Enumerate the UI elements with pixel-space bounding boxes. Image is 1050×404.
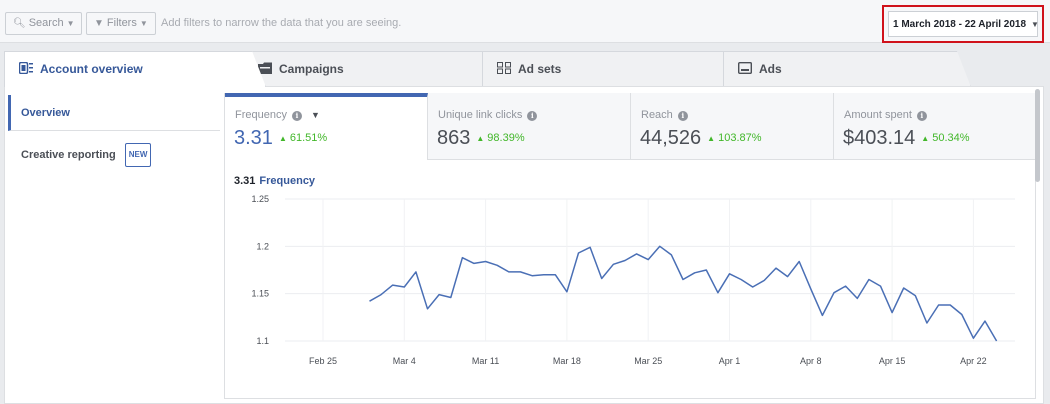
chevron-down-icon[interactable]: ▼ (310, 110, 320, 120)
filter-hint: Add filters to narrow the data that you … (161, 17, 402, 29)
date-range-label: 1 March 2018 - 22 April 2018 (893, 19, 1027, 30)
chart-title-metric: Frequency (259, 175, 316, 187)
metric-amount-spent[interactable]: Amount spent i $403.14 ▲ 50.34% (834, 93, 1037, 160)
metric-change: ▲ 98.39% (476, 132, 525, 144)
arrow-up-icon: ▲ (707, 134, 716, 143)
metric-value: $403.14 (843, 127, 916, 149)
sidebar-item-label: Overview (21, 107, 70, 119)
sidebar-item-label: Creative reporting (21, 149, 116, 161)
date-range-highlight: 1 March 2018 - 22 April 2018 ▼ (882, 5, 1044, 43)
metric-change: ▲ 103.87% (707, 132, 762, 144)
x-tick-label: Apr 22 (960, 356, 987, 366)
x-tick-label: Apr 1 (719, 356, 741, 366)
info-icon[interactable]: i (916, 111, 927, 121)
metric-frequency[interactable]: Frequency i ▼ 3.31 ▲ 61.51% (225, 93, 428, 160)
metric-value: 863 (437, 127, 471, 149)
tab-label: Ads (759, 62, 782, 76)
metric-change: ▲ 61.51% (278, 132, 328, 144)
grid-icon (497, 62, 511, 74)
tab-account-overview[interactable]: Account overview (4, 51, 266, 87)
dashboard-icon (19, 62, 33, 74)
filters-button[interactable]: ▼ Filters ▼ (86, 12, 156, 35)
metric-reach[interactable]: Reach i 44,526 ▲ 103.87% (631, 93, 834, 160)
search-label: Search (28, 17, 64, 29)
x-tick-label: Mar 4 (393, 356, 416, 366)
tab-label: Ad sets (518, 62, 562, 76)
scrollbar-thumb[interactable] (1035, 89, 1040, 182)
arrow-up-icon: ▲ (476, 134, 485, 143)
tab-ad-sets[interactable]: Ad sets (482, 51, 744, 87)
chart-title-value: 3.31 (234, 175, 256, 187)
metric-cards: Frequency i ▼ 3.31 ▲ 61.51% Unique link clic… (225, 93, 1037, 160)
arrow-up-icon: ▲ (278, 134, 287, 143)
date-range-picker[interactable]: 1 March 2018 - 22 April 2018 ▼ (888, 11, 1039, 37)
info-icon[interactable]: i (677, 111, 688, 121)
x-tick-label: Mar 11 (472, 356, 499, 366)
tab-label: Account overview (40, 62, 143, 76)
filters-label: Filters (106, 17, 137, 29)
arrow-up-icon: ▲ (921, 134, 930, 143)
x-tick-label: Apr 15 (879, 356, 906, 366)
metric-value: 3.31 (234, 127, 273, 149)
info-icon[interactable]: i (291, 111, 302, 121)
search-icon: 🔍︎ (13, 18, 26, 29)
folder-icon (258, 62, 272, 74)
chevron-down-icon: ▼ (1031, 20, 1039, 29)
tab-bar: Account overview Campaigns Ad sets Ads (0, 43, 1050, 87)
sidebar-item-creative-reporting[interactable]: Creative reporting NEW (8, 143, 220, 167)
frequency-series-line (369, 245, 998, 342)
metric-label: Reach (641, 109, 673, 121)
chevron-down-icon: ▼ (139, 19, 148, 28)
metric-label: Unique link clicks (438, 109, 523, 121)
metric-label: Frequency (235, 109, 287, 121)
x-tick-label: Feb 25 (309, 356, 337, 366)
frequency-line-chart: 1.25 1.2 1.15 1.1 Feb 25 Mar 4 Mar 11 Mar 18 Mar… (251, 194, 1015, 366)
chart-title: 3.31 Frequency (234, 175, 315, 187)
x-tick-label: Mar 25 (634, 356, 662, 366)
y-tick-label: 1.1 (256, 336, 269, 346)
filter-bar: 🔍︎ Search ▼ ▼ Filters ▼ Add filters to narro… (0, 0, 1050, 43)
ad-icon (738, 62, 752, 74)
info-icon[interactable]: i (527, 111, 538, 121)
x-tick-label: Apr 8 (800, 356, 822, 366)
search-button[interactable]: 🔍︎ Search ▼ (5, 12, 83, 35)
tab-campaigns[interactable]: Campaigns (243, 51, 505, 87)
sidebar-item-overview[interactable]: Overview (8, 95, 220, 131)
y-tick-label: 1.25 (251, 194, 269, 204)
y-tick-label: 1.2 (256, 241, 269, 251)
metric-label: Amount spent (844, 109, 912, 121)
tab-ads[interactable]: Ads (723, 51, 971, 87)
metric-value: 44,526 (640, 127, 702, 149)
x-tick-label: Mar 18 (553, 356, 581, 366)
metric-change: ▲ 50.34% (921, 132, 970, 144)
y-tick-label: 1.15 (251, 289, 269, 299)
report-content: Overview Creative reporting NEW Frequency… (4, 86, 1044, 404)
sidebar: Overview Creative reporting NEW (5, 87, 220, 404)
overview-panel: Frequency i ▼ 3.31 ▲ 61.51% Unique link clic… (224, 93, 1037, 399)
funnel-icon: ▼ (94, 18, 104, 29)
tab-label: Campaigns (279, 62, 344, 76)
chevron-down-icon: ▼ (66, 19, 75, 28)
new-badge: NEW (124, 143, 152, 167)
metric-unique-link-clicks[interactable]: Unique link clicks i 863 ▲ 98.39% (428, 93, 631, 160)
